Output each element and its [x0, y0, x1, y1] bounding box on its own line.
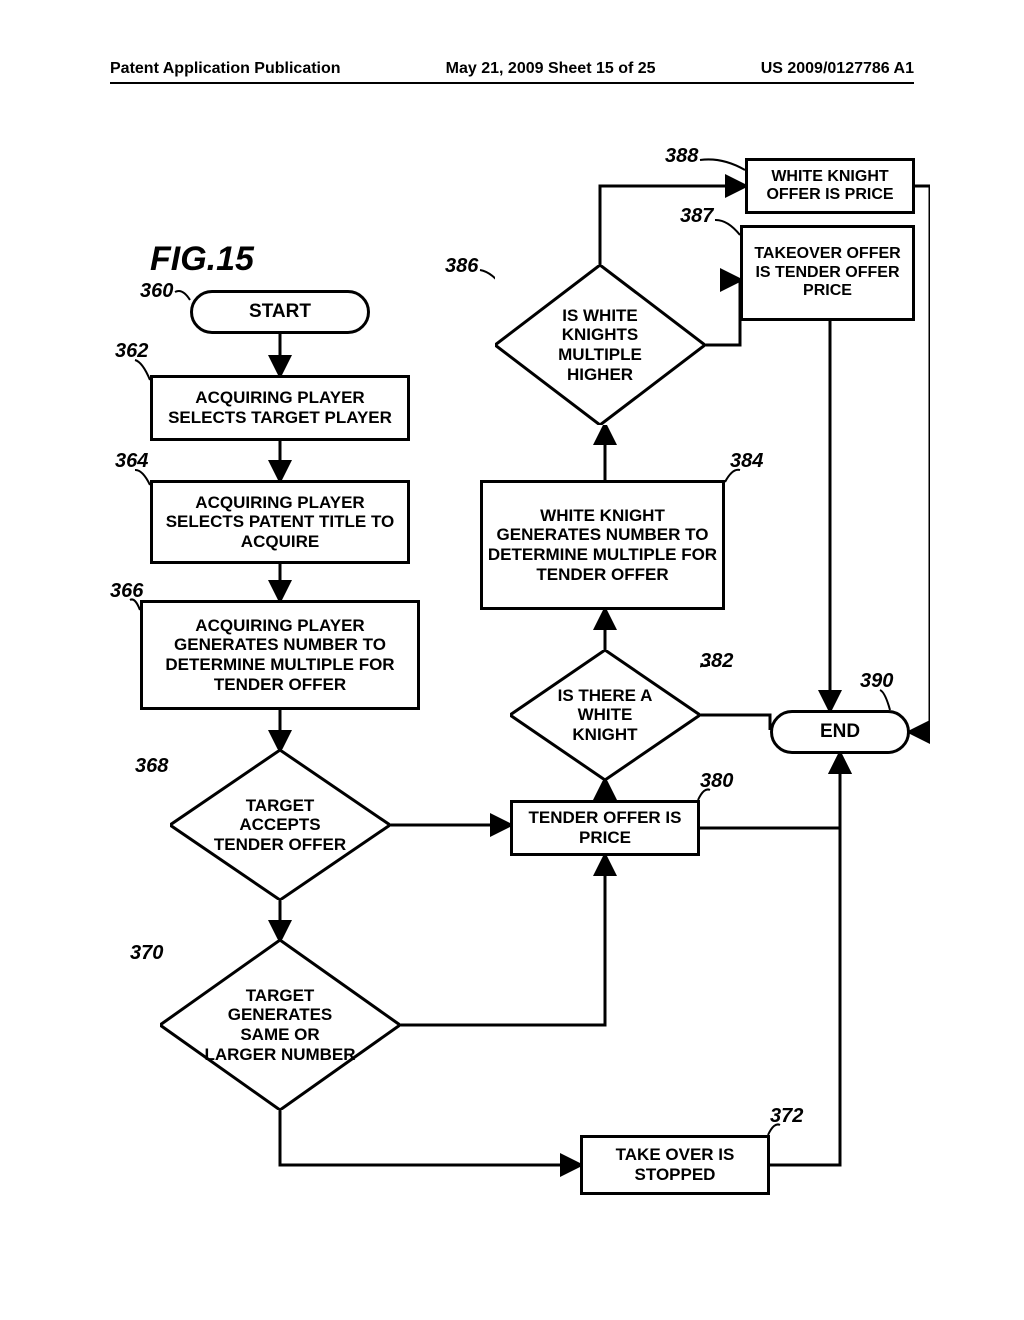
- node-start: START: [190, 290, 370, 334]
- ref-388: 388: [665, 145, 698, 168]
- ref-380: 380: [700, 770, 733, 793]
- header-mid: May 21, 2009 Sheet 15 of 25: [446, 60, 656, 78]
- ref-387: 387: [680, 205, 713, 228]
- page-header: Patent Application Publication May 21, 2…: [110, 60, 914, 84]
- node-d370: TARGET GENERATES SAME OR LARGER NUMBER: [160, 940, 400, 1110]
- ref-368: 368: [135, 755, 168, 778]
- node-n380: TENDER OFFER IS PRICE: [510, 800, 700, 856]
- node-n387: TAKEOVER OFFER IS TENDER OFFER PRICE: [740, 225, 915, 321]
- node-d386: IS WHITE KNIGHTS MULTIPLE HIGHER: [495, 265, 705, 425]
- ref-366: 366: [110, 580, 143, 603]
- figure-title: FIG.15: [150, 240, 254, 279]
- node-n388: WHITE KNIGHT OFFER IS PRICE: [745, 158, 915, 214]
- node-d368: TARGET ACCEPTS TENDER OFFER: [170, 750, 390, 900]
- ref-362: 362: [115, 340, 148, 363]
- node-n362: ACQUIRING PLAYER SELECTS TARGET PLAYER: [150, 375, 410, 441]
- ref-384: 384: [730, 450, 763, 473]
- node-n366: ACQUIRING PLAYER GENERATES NUMBER TO DET…: [140, 600, 420, 710]
- header-left: Patent Application Publication: [110, 60, 341, 78]
- flowchart-diagram: FIG.15 START ACQUIRING PLAYER SELECTS TARG…: [110, 150, 914, 1250]
- node-end: END: [770, 710, 910, 754]
- node-n384: WHITE KNIGHT GENERATES NUMBER TO DETERMI…: [480, 480, 725, 610]
- ref-364: 364: [115, 450, 148, 473]
- node-n364: ACQUIRING PLAYER SELECTS PATENT TITLE TO…: [150, 480, 410, 564]
- node-d382: IS THERE A WHITE KNIGHT: [510, 650, 700, 780]
- ref-390: 390: [860, 670, 893, 693]
- ref-372: 372: [770, 1105, 803, 1128]
- ref-382: 382: [700, 650, 733, 673]
- ref-370: 370: [130, 942, 163, 965]
- page: Patent Application Publication May 21, 2…: [0, 0, 1024, 1320]
- node-n372: TAKE OVER IS STOPPED: [580, 1135, 770, 1195]
- ref-360: 360: [140, 280, 173, 303]
- header-right: US 2009/0127786 A1: [761, 60, 914, 78]
- ref-386: 386: [445, 255, 478, 278]
